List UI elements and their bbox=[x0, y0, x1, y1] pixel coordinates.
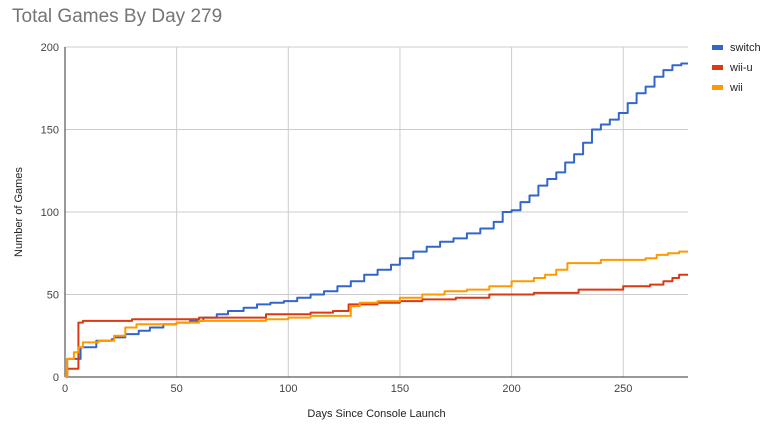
series-line-switch bbox=[65, 62, 688, 378]
chart-title: Total Games By Day 279 bbox=[12, 6, 223, 27]
series-line-wii-u bbox=[65, 273, 688, 378]
grid-lines bbox=[65, 46, 688, 377]
x-tick-label: 150 bbox=[391, 383, 409, 395]
legend: switch wii-u wii bbox=[712, 42, 761, 94]
legend-swatch-switch bbox=[712, 45, 723, 50]
axes bbox=[64, 47, 688, 378]
x-tick-label: 0 bbox=[62, 383, 68, 395]
x-tick-label: 250 bbox=[614, 383, 632, 395]
x-tick-label: 50 bbox=[171, 383, 183, 395]
x-axis-label: Days Since Console Launch bbox=[307, 408, 445, 420]
legend-label-wii: wii bbox=[729, 82, 743, 94]
series-lines bbox=[65, 62, 688, 378]
y-axis-label: Number of Games bbox=[13, 167, 25, 257]
y-tick-label: 0 bbox=[53, 372, 59, 384]
legend-label-switch: switch bbox=[730, 42, 761, 54]
legend-swatch-wii-u bbox=[712, 65, 723, 70]
tick-labels: 0 50 100 150 200 0 50 100 150 200 250 bbox=[41, 42, 633, 395]
legend-label-wii-u: wii-u bbox=[729, 62, 753, 74]
y-tick-label: 100 bbox=[41, 207, 59, 219]
y-tick-label: 200 bbox=[41, 42, 59, 54]
series-line-wii bbox=[65, 250, 688, 378]
x-tick-label: 100 bbox=[279, 383, 297, 395]
x-tick-label: 200 bbox=[502, 383, 520, 395]
legend-swatch-wii bbox=[712, 85, 723, 90]
y-tick-label: 150 bbox=[41, 125, 59, 137]
y-tick-label: 50 bbox=[47, 290, 59, 302]
